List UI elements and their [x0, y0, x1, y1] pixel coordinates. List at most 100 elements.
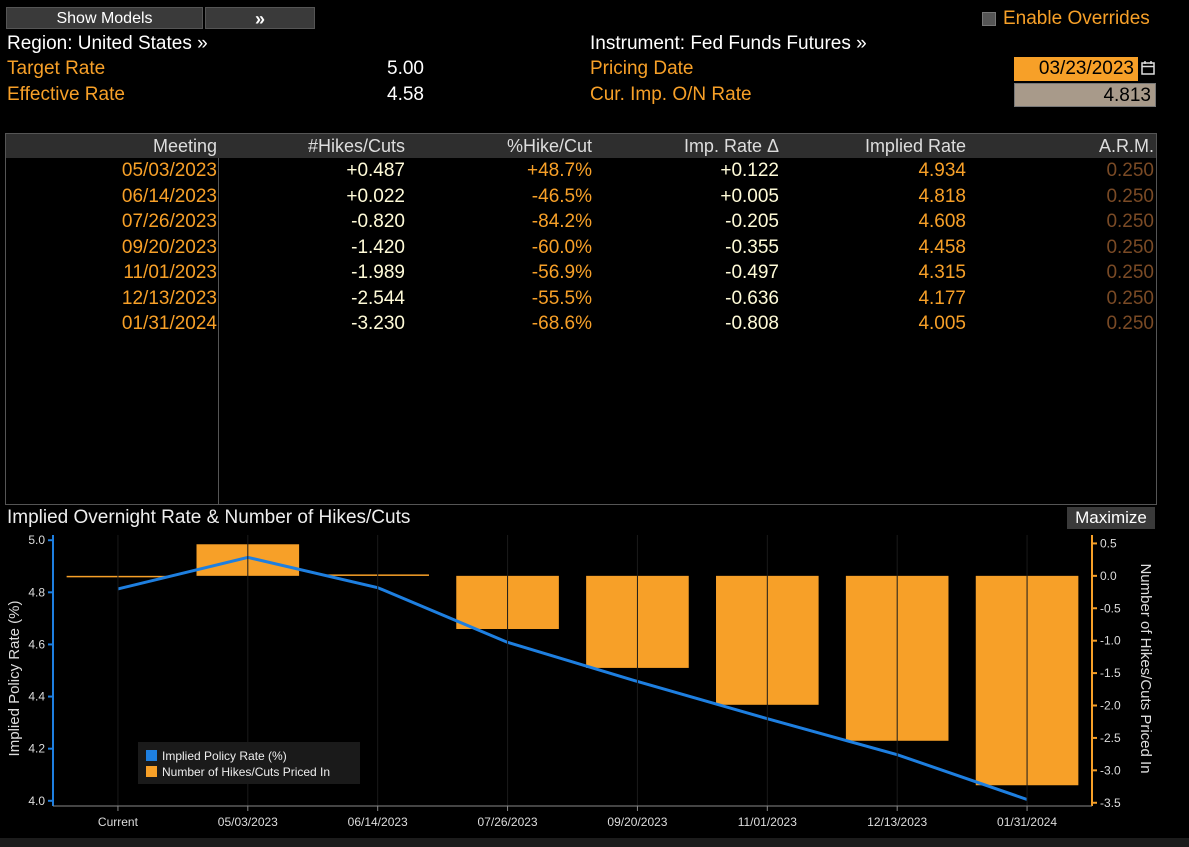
cur-imp-rate-field[interactable]: 4.813: [1014, 83, 1156, 107]
right-tick-label: -2.0: [1100, 699, 1121, 713]
cell-imp-rate-delta: +0.122: [720, 160, 779, 181]
chart-title: Implied Overnight Rate & Number of Hikes…: [7, 507, 411, 528]
cell-arm[interactable]: 0.250: [1106, 185, 1154, 207]
cell-hikes-cuts: +0.022: [346, 185, 405, 207]
right-tick-label: -1.0: [1100, 634, 1121, 648]
right-tick-label: -2.5: [1100, 731, 1121, 745]
cell-meeting: 09/20/2023: [121, 236, 217, 258]
calendar-icon[interactable]: [1140, 57, 1156, 81]
right-axis-label: Number of Hikes/Cuts Priced In: [1137, 563, 1154, 773]
target-rate-label: Target Rate: [7, 58, 106, 79]
col-header-pct-hike-cut[interactable]: %Hike/Cut: [506, 136, 592, 156]
cell-meeting: 07/26/2023: [121, 211, 217, 232]
right-tick-label: -1.5: [1100, 666, 1121, 680]
table-row[interactable]: 11/01/2023 -1.989 -56.9% -0.497 4.315 0.250: [6, 260, 1156, 285]
col-header-implied-rate[interactable]: Implied Rate: [864, 136, 966, 156]
status-strip: [0, 838, 1189, 847]
instrument-selector[interactable]: Instrument: Fed Funds Futures »: [590, 33, 867, 54]
cell-meeting: 01/31/2024: [121, 313, 217, 334]
cell-arm[interactable]: 0.250: [1106, 236, 1154, 258]
cell-hikes-cuts: -3.230: [351, 313, 405, 334]
legend-swatch: [146, 766, 157, 777]
cell-implied-rate: 4.315: [918, 262, 966, 283]
cell-pct-hike-cut: -84.2%: [531, 211, 592, 232]
pricing-date-input[interactable]: 03/23/2023: [1014, 57, 1138, 81]
cell-imp-rate-delta: -0.497: [725, 262, 779, 283]
effective-rate-value: 4.58: [387, 84, 424, 105]
cell-hikes-cuts: -1.420: [351, 236, 405, 258]
enable-overrides-label[interactable]: Enable Overrides: [1003, 8, 1150, 29]
cell-implied-rate: 4.458: [918, 236, 966, 258]
cell-implied-rate: 4.005: [918, 313, 966, 334]
target-rate-value: 5.00: [387, 58, 424, 79]
x-tick-label: 11/01/2023: [738, 815, 797, 829]
table-row[interactable]: 12/13/2023 -2.544 -55.5% -0.636 4.177 0.250: [6, 286, 1156, 311]
left-tick-label: 5.0: [28, 533, 45, 547]
col-header-imp-rate-delta[interactable]: Imp. Rate Δ: [683, 136, 779, 156]
x-tick-label: 09/20/2023: [607, 815, 667, 829]
effective-rate-label: Effective Rate: [7, 84, 125, 105]
table-row[interactable]: 09/20/2023 -1.420 -60.0% -0.355 4.458 0.250: [6, 235, 1156, 260]
cell-imp-rate-delta: +0.005: [720, 185, 779, 207]
legend-entry[interactable]: Number of Hikes/Cuts Priced In: [162, 765, 330, 779]
x-tick-label: 06/14/2023: [348, 815, 408, 829]
cell-hikes-cuts: +0.487: [346, 160, 405, 181]
cell-hikes-cuts: -0.820: [351, 211, 405, 232]
x-tick-label: 07/26/2023: [478, 815, 538, 829]
table-row[interactable]: 05/03/2023 +0.487 +48.7% +0.122 4.934 0.250: [6, 158, 1156, 183]
cur-imp-rate-label: Cur. Imp. O/N Rate: [590, 84, 752, 105]
cell-pct-hike-cut: -68.6%: [531, 313, 592, 334]
cell-pct-hike-cut: -60.0%: [531, 236, 592, 258]
table-row[interactable]: 01/31/2024 -3.230 -68.6% -0.808 4.005 0.250: [6, 311, 1156, 336]
rate-hikes-chart: 4.0 4.2 4.4 4.6 4.8 5.0 Implied Policy Rate (%…: [0, 530, 1189, 840]
left-tick-label: 4.0: [28, 794, 45, 808]
cell-hikes-cuts: -2.544: [351, 287, 405, 309]
line-implied-policy-rate[interactable]: [117, 555, 1028, 801]
maximize-button[interactable]: Maximize: [1067, 507, 1155, 529]
legend-swatch: [146, 750, 157, 761]
right-tick-label: 0.0: [1100, 569, 1117, 583]
cell-imp-rate-delta: -0.355: [725, 236, 779, 258]
show-models-button[interactable]: Show Models: [6, 7, 203, 29]
left-tick-label: 4.8: [28, 585, 45, 599]
enable-overrides-checkbox[interactable]: [982, 12, 996, 26]
col-header-meeting[interactable]: Meeting: [152, 136, 217, 156]
cell-meeting: 06/14/2023: [121, 185, 217, 207]
column-divider: [218, 158, 219, 504]
cell-meeting: 12/13/2023: [121, 287, 217, 309]
cell-arm[interactable]: 0.250: [1106, 160, 1154, 181]
cell-arm[interactable]: 0.250: [1106, 211, 1154, 232]
region-selector[interactable]: Region: United States »: [7, 33, 208, 54]
right-tick-label: 0.5: [1100, 536, 1117, 550]
cell-arm[interactable]: 0.250: [1106, 262, 1154, 283]
table-row[interactable]: 07/26/2023 -0.820 -84.2% -0.205 4.608 0.250: [6, 209, 1156, 234]
left-axis-label: Implied Policy Rate (%): [6, 601, 23, 757]
x-tick-label: 05/03/2023: [218, 815, 278, 829]
right-tick-label: -0.5: [1100, 601, 1121, 615]
col-header-arm[interactable]: A.R.M.: [1098, 136, 1154, 156]
table-row[interactable]: 06/14/2023 +0.022 -46.5% +0.005 4.818 0.250: [6, 184, 1156, 209]
cell-pct-hike-cut: +48.7%: [527, 160, 592, 181]
pricing-date-label: Pricing Date: [590, 58, 694, 79]
left-tick-label: 4.2: [28, 742, 45, 756]
cell-meeting: 05/03/2023: [121, 160, 217, 181]
cell-imp-rate-delta: -0.205: [725, 211, 779, 232]
right-tick-label: -3.0: [1100, 763, 1121, 777]
cell-implied-rate: 4.608: [918, 211, 966, 232]
cell-meeting: 11/01/2023: [123, 262, 217, 283]
cell-hikes-cuts: -1.989: [351, 262, 405, 283]
cell-implied-rate: 4.934: [918, 160, 966, 181]
cell-pct-hike-cut: -55.5%: [531, 287, 592, 309]
cell-implied-rate: 4.818: [918, 185, 966, 207]
cell-arm[interactable]: 0.250: [1106, 313, 1154, 334]
meetings-table: Meeting #Hikes/Cuts %Hike/Cut Imp. Rate …: [5, 133, 1157, 505]
cell-pct-hike-cut: -56.9%: [531, 262, 592, 283]
col-header-hikes-cuts[interactable]: #Hikes/Cuts: [307, 136, 405, 156]
cell-implied-rate: 4.177: [918, 287, 966, 309]
legend-box: [138, 742, 360, 784]
legend-entry[interactable]: Implied Policy Rate (%): [162, 749, 287, 763]
cell-arm[interactable]: 0.250: [1106, 287, 1154, 309]
expand-button[interactable]: »: [205, 7, 315, 29]
cell-imp-rate-delta: -0.636: [725, 287, 779, 309]
x-tick-label: 12/13/2023: [867, 815, 927, 829]
